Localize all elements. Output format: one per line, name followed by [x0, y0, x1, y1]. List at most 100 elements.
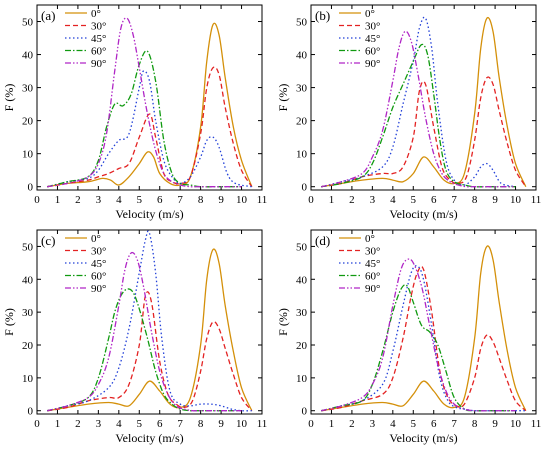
legend-entry: 60° [365, 271, 380, 283]
series-line-2 [47, 66, 253, 188]
x-tick-label: 10 [510, 418, 522, 430]
plot-frame [310, 4, 537, 191]
x-tick-label: 5 [411, 194, 417, 206]
y-tick-label: 20 [296, 116, 308, 128]
panel-3: (c) 0 1 2 3 4 5 6 7 8 9 10 11 0 10 20 30 40 50 Velocity (m/… [2, 229, 268, 445]
y-tick-label: 30 [22, 83, 34, 95]
legend-entry: 60° [365, 46, 380, 58]
panel-2: (b) 0 1 2 3 4 5 6 7 8 9 10 11 0 10 20 30 40 50 Velocity (m/… [276, 4, 542, 221]
series-line-5 [47, 17, 242, 188]
series-line-2 [321, 76, 527, 188]
legend-entry: 45° [91, 258, 106, 270]
x-tick-label: 2 [75, 418, 81, 430]
x-tick-label: 3 [370, 418, 376, 430]
series-line-1 [321, 16, 527, 188]
legend-entry: 0° [365, 8, 375, 20]
y-tick-label: 10 [22, 373, 34, 385]
series-line-4 [321, 284, 516, 412]
x-tick-label: 1 [55, 194, 61, 206]
y-tick-label: 0 [302, 182, 308, 194]
x-tick-label: 4 [390, 418, 396, 430]
x-tick-label: 5 [137, 418, 143, 430]
y-tick-label: 10 [296, 149, 308, 161]
series-line-3 [321, 16, 516, 188]
legend-entry: 45° [365, 258, 380, 270]
y-axis-label: F (%) [276, 308, 290, 336]
x-tick-label: 10 [236, 194, 248, 206]
x-tick-label: 10 [236, 418, 248, 430]
plot-frame [36, 229, 263, 415]
x-tick-label: 0 [308, 194, 314, 206]
y-tick-label: 50 [296, 17, 308, 29]
series-line-1 [47, 248, 253, 412]
y-tick-label: 40 [22, 50, 34, 62]
legend-entry: 30° [91, 21, 106, 33]
legend-entry: 30° [91, 246, 106, 258]
x-tick-label: 8 [472, 418, 478, 430]
x-tick-label: 1 [329, 194, 335, 206]
legend-entry: 0° [91, 8, 101, 20]
x-tick-label: 2 [75, 194, 81, 206]
y-tick-label: 30 [296, 307, 308, 319]
x-tick-label: 4 [390, 194, 396, 206]
legend-entry: 45° [365, 33, 380, 45]
y-tick-label: 0 [302, 406, 308, 418]
x-tick-label: 4 [116, 418, 122, 430]
y-axis-label: F (%) [276, 84, 290, 112]
x-tick-label: 11 [257, 418, 268, 430]
x-axis-label: Velocity (m/s) [115, 207, 183, 221]
y-axis-label: F (%) [2, 308, 16, 336]
x-tick-label: 1 [55, 418, 61, 430]
legend-entry: 90° [91, 58, 106, 70]
y-axis-label: F (%) [2, 84, 16, 112]
x-tick-label: 0 [34, 194, 40, 206]
x-tick-label: 3 [96, 418, 102, 430]
legend-entry: 30° [365, 21, 380, 33]
panel-1: (a) 0 1 2 3 4 5 6 7 8 9 10 11 0 10 20 30 40 50 Velocity (m/… [2, 4, 267, 221]
legend-entry: 30° [365, 246, 380, 258]
series-line-1 [321, 245, 527, 412]
series-line-5 [47, 251, 242, 412]
legend-entry: 60° [91, 46, 106, 58]
y-tick-label: 50 [296, 241, 308, 253]
x-axis-label: Velocity (m/s) [389, 431, 457, 445]
y-tick-label: 0 [28, 406, 34, 418]
legend-entry: 0° [91, 233, 101, 245]
series-line-3 [47, 70, 252, 188]
series-line-3 [321, 265, 526, 412]
x-tick-label: 9 [218, 418, 224, 430]
series-line-5 [321, 30, 516, 188]
y-tick-label: 20 [296, 340, 308, 352]
series-line-1 [47, 22, 253, 188]
panel-label: (d) [315, 233, 330, 248]
x-axis-label: Velocity (m/s) [389, 207, 457, 221]
legend-entry: 45° [91, 33, 106, 45]
x-tick-label: 8 [198, 418, 204, 430]
legend-entry: 90° [91, 283, 106, 295]
series-line-4 [47, 288, 242, 412]
x-tick-label: 5 [137, 194, 143, 206]
x-tick-label: 9 [492, 418, 498, 430]
plot-frame [36, 4, 263, 191]
x-tick-label: 11 [531, 194, 542, 206]
y-tick-label: 10 [22, 149, 34, 161]
x-tick-label: 3 [370, 194, 376, 206]
series-line-2 [47, 291, 253, 412]
x-tick-label: 8 [472, 194, 478, 206]
x-tick-label: 11 [531, 418, 542, 430]
panel-label: (c) [41, 233, 55, 248]
x-tick-label: 2 [349, 418, 355, 430]
y-tick-label: 50 [22, 241, 34, 253]
x-tick-label: 4 [116, 194, 122, 206]
x-tick-label: 10 [510, 194, 522, 206]
legend-entry: 60° [91, 271, 106, 283]
series-line-3 [47, 230, 252, 412]
x-tick-label: 1 [329, 418, 335, 430]
y-tick-label: 20 [22, 116, 34, 128]
x-tick-label: 0 [34, 418, 40, 430]
legend-entry: 90° [365, 58, 380, 70]
x-axis-label: Velocity (m/s) [115, 431, 183, 445]
x-tick-label: 7 [177, 194, 183, 206]
x-tick-label: 6 [431, 418, 437, 430]
